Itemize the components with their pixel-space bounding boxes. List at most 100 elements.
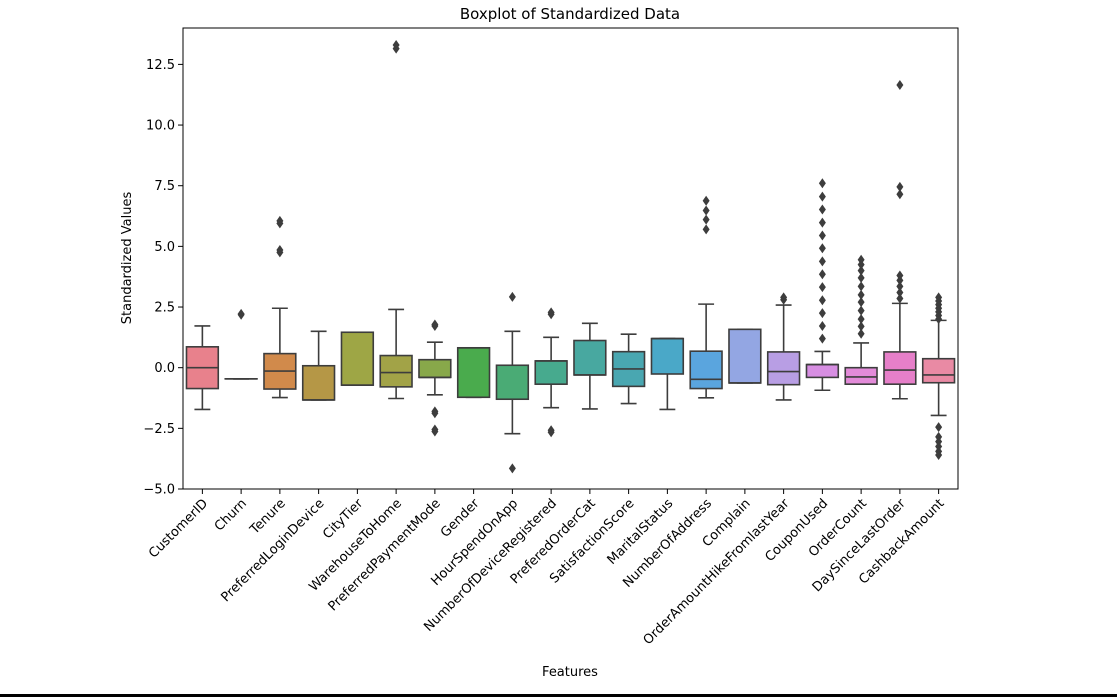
outlier-point bbox=[237, 308, 245, 319]
box-body bbox=[766, 351, 801, 386]
outlier-point bbox=[702, 205, 710, 216]
outlier-point bbox=[896, 293, 904, 304]
bottom-rule bbox=[0, 694, 1117, 697]
box-body bbox=[495, 364, 530, 401]
box-NumberOfAddress bbox=[689, 195, 723, 399]
box-body bbox=[921, 357, 956, 384]
box-CouponUsed bbox=[805, 178, 840, 392]
outlier-point bbox=[431, 319, 439, 330]
box-CityTier bbox=[340, 331, 375, 386]
box-body bbox=[883, 351, 917, 385]
outlier-point bbox=[508, 291, 516, 302]
box-Tenure bbox=[263, 215, 297, 399]
box-DaySinceLastOrder bbox=[883, 80, 917, 400]
outlier-point bbox=[818, 243, 826, 254]
box-body bbox=[689, 350, 723, 390]
y-tick-label: 0.0 bbox=[154, 361, 175, 376]
x-axis: CustomerID ChurnTenurePreferredLoginDevic… bbox=[146, 489, 947, 648]
outlier-point bbox=[818, 333, 826, 344]
box-body bbox=[650, 337, 685, 375]
outlier-point bbox=[702, 224, 710, 235]
outlier-point bbox=[857, 297, 865, 308]
y-axis: −5.0 −2.5 0.0 2.5 5.0 7.5 10.0 12.5 bbox=[143, 58, 183, 498]
outlier-point bbox=[818, 282, 826, 293]
y-tick-label: 7.5 bbox=[154, 179, 175, 194]
box-body bbox=[844, 366, 878, 385]
box-body bbox=[534, 360, 568, 385]
box-CustomerID bbox=[185, 325, 220, 411]
outlier-point bbox=[896, 270, 904, 281]
box-body bbox=[340, 331, 375, 386]
outlier-point bbox=[431, 426, 439, 437]
outlier-point bbox=[702, 195, 710, 206]
outlier-point bbox=[857, 314, 865, 325]
box-PreferredPaymentMode bbox=[418, 319, 452, 437]
outlier-point bbox=[547, 307, 555, 318]
x-tick-label: Churn bbox=[212, 496, 250, 534]
outlier-point bbox=[857, 305, 865, 316]
outlier-point bbox=[547, 427, 555, 438]
box-NumberOfDeviceRegistered bbox=[534, 307, 568, 438]
outlier-point bbox=[818, 217, 826, 228]
outlier-point bbox=[276, 245, 284, 256]
outlier-point bbox=[818, 191, 826, 202]
chart-title: Boxplot of Standardized Data bbox=[460, 5, 680, 23]
box-body bbox=[418, 358, 452, 379]
x-tick-label: CustomerID bbox=[146, 496, 211, 561]
y-tick-label: 2.5 bbox=[154, 301, 175, 316]
y-axis-label: Standardized Values bbox=[120, 192, 135, 325]
outlier-point bbox=[857, 254, 865, 265]
box-body bbox=[573, 339, 607, 376]
outlier-point bbox=[818, 320, 826, 331]
x-axis-label: Features bbox=[542, 665, 598, 680]
y-tick-label: 5.0 bbox=[154, 240, 175, 255]
outlier-point bbox=[818, 256, 826, 267]
outlier-point bbox=[857, 289, 865, 300]
outlier-point bbox=[818, 308, 826, 319]
outlier-point bbox=[857, 328, 865, 339]
outlier-point bbox=[276, 215, 284, 226]
box-body bbox=[301, 364, 336, 401]
outlier-point bbox=[935, 450, 943, 461]
outlier-point bbox=[896, 181, 904, 192]
outlier-point bbox=[818, 230, 826, 241]
outlier-point bbox=[702, 214, 710, 225]
y-tick-label: −5.0 bbox=[143, 483, 175, 498]
outlier-point bbox=[857, 281, 865, 292]
outlier-point bbox=[896, 287, 904, 298]
outlier-point bbox=[935, 422, 943, 433]
box-body bbox=[728, 328, 762, 384]
box-body bbox=[456, 346, 491, 399]
outlier-point bbox=[392, 39, 400, 50]
box-PreferedOrderCat bbox=[573, 322, 607, 410]
y-tick-label: 12.5 bbox=[146, 58, 175, 73]
box-Gender bbox=[456, 346, 491, 399]
outlier-point bbox=[857, 272, 865, 283]
box-series bbox=[185, 39, 956, 474]
outlier-point bbox=[818, 295, 826, 306]
outlier-point bbox=[818, 204, 826, 215]
outlier-point bbox=[896, 189, 904, 200]
outlier-point bbox=[896, 80, 904, 91]
outlier-point bbox=[508, 463, 516, 474]
y-tick-label: 10.0 bbox=[146, 119, 175, 134]
outlier-point bbox=[431, 408, 439, 419]
outlier-point bbox=[857, 321, 865, 332]
box-Complain bbox=[728, 328, 762, 384]
outlier-point bbox=[780, 292, 788, 303]
box-OrderAmountHikeFromlastYear bbox=[766, 292, 801, 401]
outlier-point bbox=[818, 178, 826, 189]
box-MaritalStatus bbox=[650, 337, 685, 411]
box-Churn bbox=[224, 308, 258, 380]
box-WarehouseToHome bbox=[379, 39, 413, 400]
plot-frame bbox=[182, 27, 959, 490]
box-HourSpendOnApp bbox=[495, 291, 530, 474]
outlier-point bbox=[935, 292, 943, 303]
box-body bbox=[379, 354, 413, 388]
y-tick-label: −2.5 bbox=[143, 422, 175, 437]
box-PreferredLoginDevice bbox=[301, 330, 336, 401]
outlier-point bbox=[896, 281, 904, 292]
outlier-point bbox=[818, 269, 826, 280]
box-body bbox=[805, 363, 840, 379]
